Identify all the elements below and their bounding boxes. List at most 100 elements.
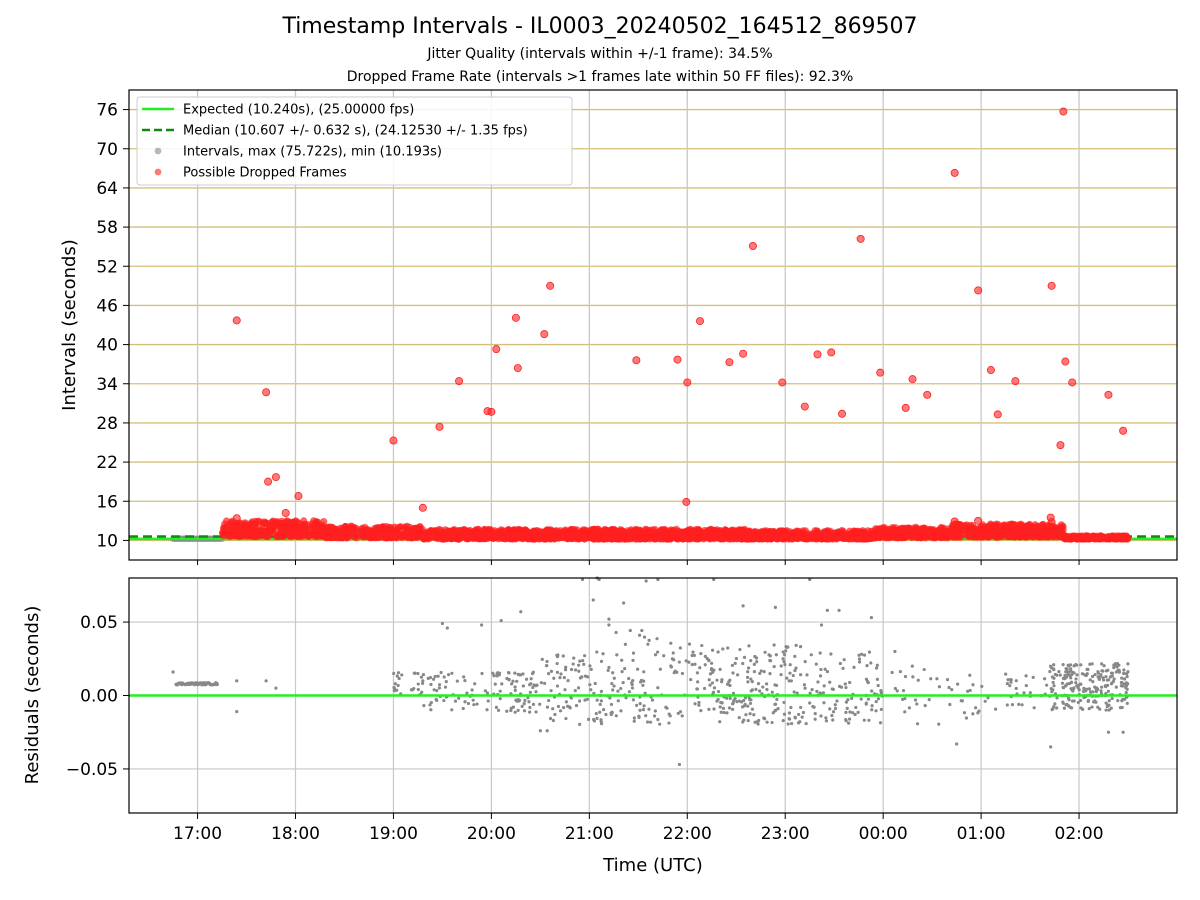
residual-point bbox=[1114, 685, 1118, 689]
dropped-frame-point bbox=[513, 364, 522, 373]
residual-point bbox=[522, 701, 526, 706]
residual-point bbox=[823, 667, 827, 671]
residual-point bbox=[743, 702, 747, 706]
residual-point bbox=[678, 646, 682, 650]
residual-point bbox=[1081, 689, 1086, 693]
residual-point bbox=[656, 650, 660, 654]
residual-point bbox=[547, 698, 551, 703]
residual-point bbox=[822, 701, 826, 705]
residual-point bbox=[574, 704, 579, 708]
residual-point bbox=[609, 711, 613, 715]
residual-point bbox=[1061, 663, 1065, 667]
residual-point bbox=[733, 696, 737, 701]
residual-point bbox=[779, 664, 783, 668]
dropped-frame-point bbox=[721, 526, 729, 534]
residual-point bbox=[529, 677, 533, 681]
residual-point bbox=[770, 690, 774, 694]
residual-point bbox=[636, 667, 640, 671]
residual-point bbox=[499, 618, 503, 623]
residual-point bbox=[589, 688, 593, 692]
residual-point bbox=[410, 688, 414, 692]
residual-point bbox=[752, 662, 756, 666]
residuals-y-tick-label: 0.05 bbox=[80, 613, 118, 633]
residual-point bbox=[492, 674, 496, 678]
residual-point bbox=[632, 719, 636, 723]
residual-point bbox=[812, 705, 816, 709]
residual-point bbox=[1072, 686, 1076, 690]
residual-point bbox=[768, 659, 773, 663]
residual-point bbox=[614, 714, 618, 718]
residual-point bbox=[744, 713, 748, 717]
residual-point bbox=[677, 660, 681, 664]
dropped-frame-point bbox=[396, 523, 404, 531]
residual-point bbox=[819, 714, 823, 718]
residual-point bbox=[1112, 677, 1116, 681]
dropped-frame-point bbox=[403, 522, 411, 530]
residual-point bbox=[604, 712, 608, 717]
residual-point bbox=[524, 677, 529, 681]
residual-point bbox=[699, 709, 703, 713]
residual-point bbox=[851, 711, 855, 715]
dropped-frame-point bbox=[322, 533, 330, 541]
dropped-frame-point bbox=[544, 532, 552, 541]
residual-point bbox=[1085, 687, 1089, 691]
residual-point bbox=[1105, 704, 1109, 709]
dropped-frame-point bbox=[795, 532, 804, 540]
residual-point bbox=[765, 687, 769, 692]
dropped-frame-point bbox=[359, 529, 367, 538]
residual-point bbox=[725, 696, 729, 700]
residual-point bbox=[856, 710, 860, 714]
residual-point bbox=[698, 666, 702, 670]
residual-point bbox=[874, 709, 878, 713]
residual-point bbox=[773, 605, 778, 609]
dropped-frame-point bbox=[540, 330, 549, 339]
residual-point bbox=[563, 668, 568, 672]
dropped-frame-point bbox=[553, 534, 561, 542]
dropped-frame-point bbox=[908, 375, 917, 384]
residual-point bbox=[450, 671, 454, 675]
residual-point bbox=[680, 671, 685, 676]
residual-point bbox=[429, 708, 433, 712]
residual-point bbox=[413, 671, 417, 675]
residual-point bbox=[843, 682, 847, 686]
residual-point bbox=[831, 710, 836, 714]
residual-point bbox=[592, 717, 596, 722]
dropped-frame-point bbox=[993, 410, 1002, 419]
residual-point bbox=[787, 717, 791, 721]
residual-point bbox=[1100, 685, 1104, 689]
residual-point bbox=[910, 664, 914, 668]
residual-point bbox=[485, 708, 489, 712]
dropped-frame-point bbox=[262, 388, 271, 397]
residual-point bbox=[658, 667, 662, 671]
residual-point bbox=[1032, 706, 1036, 710]
dropped-frame-point bbox=[683, 378, 692, 387]
dropped-frame-point bbox=[301, 520, 309, 528]
residual-point bbox=[677, 762, 682, 767]
residual-point bbox=[1060, 681, 1065, 685]
residual-point bbox=[637, 714, 641, 718]
residual-point bbox=[696, 680, 700, 684]
dropped-frame-point bbox=[309, 528, 317, 537]
residual-point bbox=[737, 699, 742, 703]
residual-point bbox=[576, 686, 581, 690]
residual-point bbox=[772, 643, 776, 647]
residual-point bbox=[539, 681, 543, 685]
residual-point bbox=[620, 658, 624, 662]
residual-point bbox=[195, 682, 200, 686]
residual-point bbox=[731, 701, 735, 705]
residual-point bbox=[511, 679, 515, 683]
residual-point bbox=[563, 688, 567, 692]
dropped-frame-point bbox=[986, 366, 995, 375]
residual-point bbox=[768, 672, 772, 676]
residual-point bbox=[1069, 687, 1073, 691]
residual-point bbox=[598, 710, 602, 714]
intervals-y-tick-label: 64 bbox=[96, 179, 118, 199]
residual-point bbox=[808, 701, 812, 705]
residual-point bbox=[754, 687, 758, 691]
dropped-frame-point bbox=[863, 531, 871, 539]
residual-point bbox=[1072, 699, 1076, 703]
residual-point bbox=[710, 681, 715, 685]
residual-point bbox=[631, 658, 635, 662]
residual-point bbox=[781, 657, 785, 661]
residual-point bbox=[1065, 702, 1069, 707]
